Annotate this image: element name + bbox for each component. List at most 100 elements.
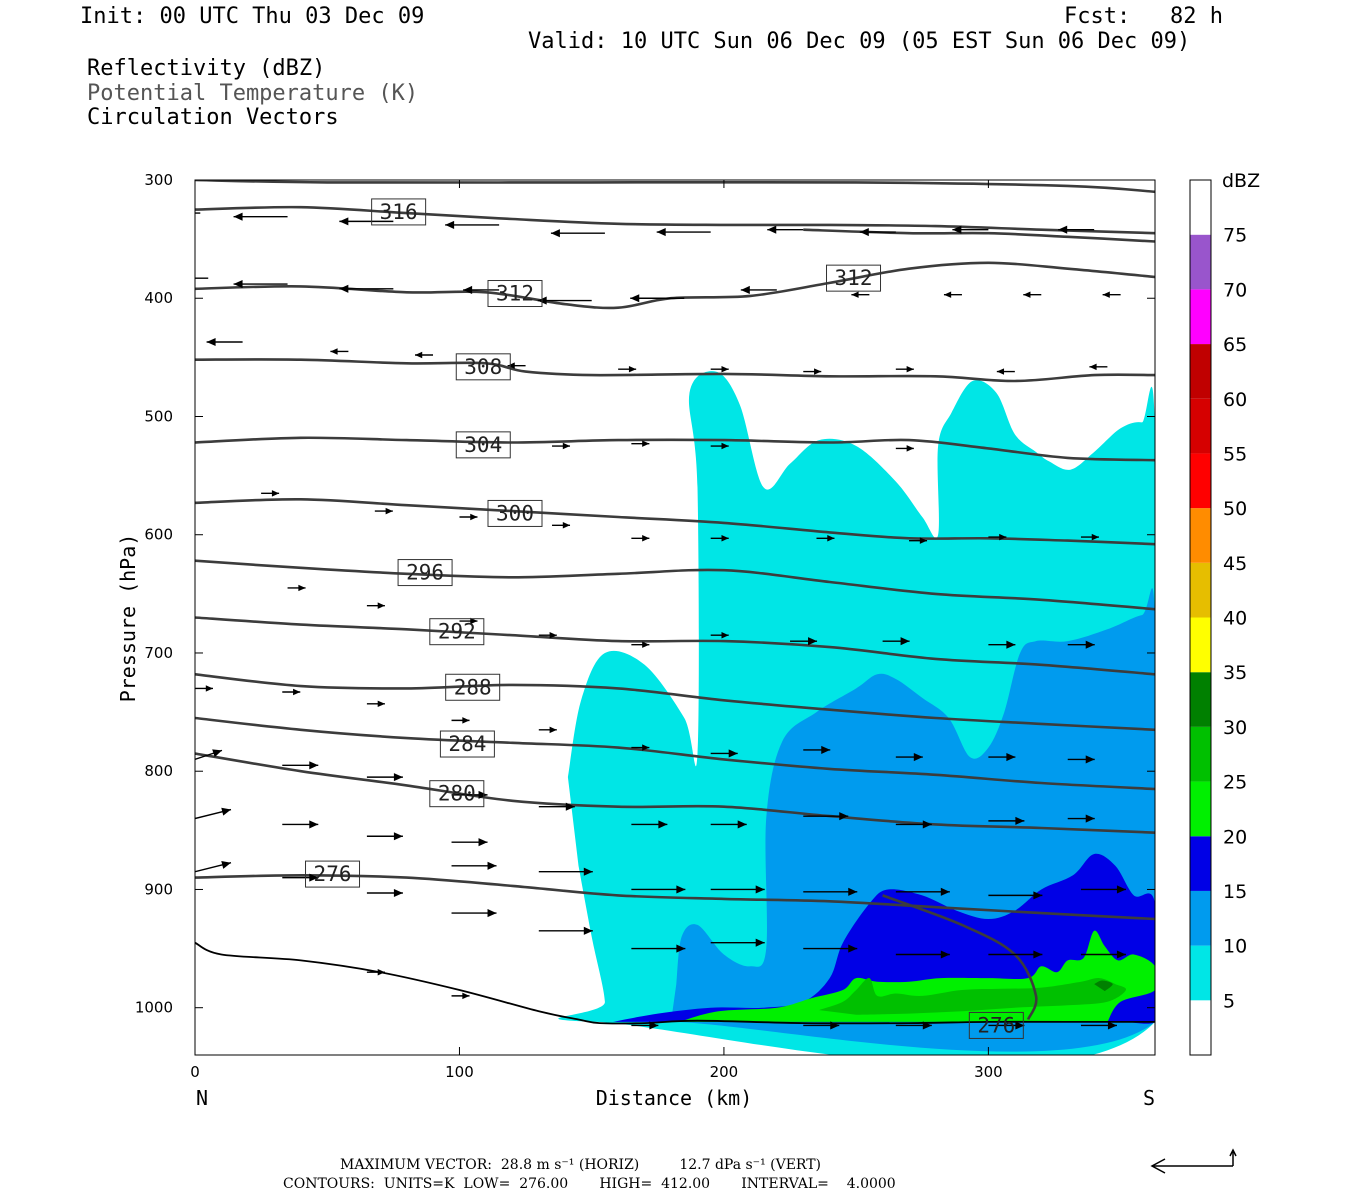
vector-head bbox=[1116, 950, 1126, 959]
theta-label-292: 292 bbox=[429, 618, 485, 646]
vector-head bbox=[309, 820, 319, 829]
valid-time: Valid: 10 UTC Sun 06 Dec 09 (05 EST Sun … bbox=[528, 29, 1191, 54]
vector-head bbox=[583, 926, 593, 935]
vector-head bbox=[851, 291, 859, 298]
circulation-vector bbox=[816, 535, 835, 542]
circulation-vector bbox=[233, 212, 288, 221]
vector-head bbox=[839, 812, 849, 821]
circulation-vector bbox=[895, 445, 914, 452]
circulation-vector bbox=[790, 637, 818, 646]
circulation-vector bbox=[206, 337, 243, 347]
circulation-vector bbox=[451, 909, 497, 918]
vector-head bbox=[1006, 640, 1016, 649]
circulation-vector bbox=[988, 1021, 1025, 1030]
colorbar-label: 20 bbox=[1223, 826, 1247, 848]
circulation-vector bbox=[988, 816, 1025, 825]
circulation-vector bbox=[859, 227, 896, 237]
vector-head bbox=[550, 229, 560, 238]
vector-head bbox=[487, 909, 497, 918]
colorbar-label: 30 bbox=[1223, 717, 1247, 739]
vector-head bbox=[206, 337, 216, 347]
circulation-vector bbox=[1067, 814, 1095, 823]
vector-head bbox=[212, 749, 222, 758]
circulation-vector bbox=[943, 291, 962, 298]
vector-head bbox=[205, 685, 213, 692]
circulation-vector bbox=[988, 752, 1016, 762]
vector-head bbox=[1015, 816, 1025, 825]
colorbar-swatch bbox=[1190, 726, 1211, 782]
circulation-vector bbox=[1080, 1021, 1117, 1030]
theta-label-box bbox=[455, 431, 511, 459]
vector-head bbox=[385, 507, 393, 515]
vector-head bbox=[808, 637, 818, 646]
circulation-vector bbox=[988, 640, 1016, 649]
circulation-vector bbox=[1080, 533, 1099, 541]
circulation-vector bbox=[538, 867, 593, 876]
y-tick-label: 700 bbox=[144, 644, 173, 662]
circulation-vector bbox=[538, 631, 557, 639]
circulation-vector bbox=[631, 641, 650, 648]
reflectivity-region-25dbz bbox=[819, 978, 1127, 1015]
vector-head bbox=[154, 274, 163, 282]
theta-label-text: 312 bbox=[835, 266, 873, 290]
vector-head bbox=[1116, 885, 1126, 894]
colorbar-label: 55 bbox=[1223, 443, 1247, 465]
vector-head bbox=[462, 992, 470, 1000]
theta-label-316: 316 bbox=[371, 198, 427, 226]
circulation-vector bbox=[366, 832, 403, 841]
theta-label-box bbox=[429, 618, 485, 646]
y-axis-title: Pressure (hPa) bbox=[116, 534, 140, 703]
theta-label-text: 304 bbox=[464, 433, 502, 457]
vector-head bbox=[1085, 755, 1095, 764]
vector-head bbox=[393, 832, 403, 841]
circulation-vector bbox=[451, 838, 488, 847]
theta-label-296: 296 bbox=[397, 559, 453, 587]
circulation-vector bbox=[195, 807, 232, 820]
theta-label-box bbox=[429, 780, 485, 808]
theta-label-box bbox=[455, 353, 511, 381]
circulation-vector bbox=[538, 726, 557, 734]
field-label-vectors: Circulation Vectors bbox=[87, 105, 339, 130]
circulation-vector bbox=[851, 291, 870, 298]
vector-head bbox=[1058, 225, 1068, 234]
y-tick-label: 900 bbox=[144, 880, 173, 898]
vector-head bbox=[293, 688, 301, 696]
theta-contour-296 bbox=[195, 559, 1155, 611]
circulation-vector bbox=[895, 752, 923, 762]
vector-head bbox=[721, 442, 729, 450]
circulation-vector bbox=[195, 749, 223, 761]
vector-head bbox=[642, 535, 650, 542]
vector-head bbox=[462, 717, 470, 724]
circulation-vector bbox=[195, 860, 232, 873]
theta-label-text: 276 bbox=[977, 1013, 1015, 1037]
vector-head bbox=[309, 873, 319, 882]
theta-label-288: 288 bbox=[445, 673, 501, 701]
vector-head bbox=[906, 365, 914, 373]
circulation-vector bbox=[1067, 640, 1095, 649]
vector-head bbox=[1085, 640, 1095, 649]
circulation-vector bbox=[451, 717, 470, 724]
theta-contour-280 bbox=[195, 752, 1155, 834]
vector-head bbox=[676, 885, 686, 894]
colorbar-swatch bbox=[1190, 1000, 1211, 1055]
y-tick-label: 300 bbox=[144, 171, 173, 189]
colorbar-label: 25 bbox=[1223, 772, 1247, 794]
circulation-vector bbox=[803, 944, 858, 953]
vector-head bbox=[821, 745, 831, 754]
circulation-vector bbox=[952, 225, 989, 234]
circulation-vector bbox=[459, 617, 478, 625]
vector-head bbox=[996, 368, 1005, 375]
theta-label-text: 280 bbox=[438, 782, 476, 806]
theta-label-304: 304 bbox=[455, 431, 511, 459]
vector-head bbox=[233, 212, 243, 221]
circulation-vector bbox=[552, 522, 571, 529]
colorbar-swatch bbox=[1190, 672, 1211, 727]
vector-head bbox=[470, 513, 478, 521]
circulation-vector bbox=[538, 802, 575, 811]
circulation-vector bbox=[339, 284, 394, 293]
vector-head bbox=[656, 227, 666, 237]
circulation-vector bbox=[803, 1021, 840, 1030]
circulation-vector bbox=[1080, 885, 1126, 894]
colorbar-swatch bbox=[1190, 344, 1211, 399]
colorbar-swatch bbox=[1190, 836, 1211, 891]
